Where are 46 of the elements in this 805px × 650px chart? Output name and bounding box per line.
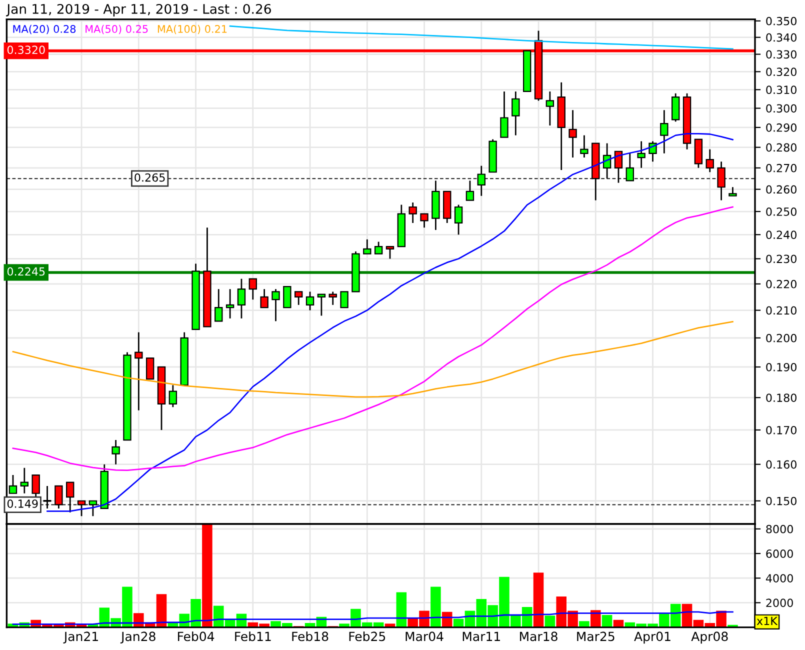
x-tick-label: Mar04 [406, 632, 444, 642]
ref-line-label: 0.3320 [7, 46, 45, 54]
ref-line-label: 0.265 [134, 173, 165, 182]
y-tick-label: 0.230 [766, 254, 796, 264]
y-tick-label: 0.270 [766, 164, 796, 172]
y-tick-label: 0.220 [766, 280, 796, 288]
y-tick-label: 0.340 [766, 33, 796, 42]
y-tick-label: 0.250 [766, 207, 796, 216]
x-tick-label: Jan28 [120, 632, 156, 644]
y-tick-label: 0.190 [766, 362, 796, 372]
y-tick-label: 0.240 [766, 230, 796, 240]
x-tick-label: Feb18 [292, 631, 328, 642]
y-tick-label: 2000 [766, 598, 793, 608]
x-tick-label: Apr01 [634, 632, 670, 644]
x-tick-label: Feb25 [349, 631, 386, 642]
ref-line-label: 0.149 [7, 499, 38, 508]
x-tick-label: Feb11 [235, 631, 271, 642]
text: MA(100) 0.21 [158, 24, 227, 34]
y-axis-title: x1K [756, 616, 778, 625]
x-tick-label: Feb04 [178, 631, 214, 642]
y-tick-label: 0.180 [766, 394, 796, 402]
y-tick-label: 0.300 [766, 104, 796, 113]
y-tick-label: 4000 [766, 574, 793, 582]
y-tick-label: 0.350 [766, 16, 796, 26]
y-tick-label: 6000 [766, 549, 793, 558]
y-tick-label: 0.260 [766, 185, 796, 194]
text: MA(20) 0.28 [13, 24, 76, 34]
y-tick-label: 0.280 [766, 143, 796, 152]
chart-title: Jan 11, 2019 - Apr 11, 2019 - Last : 0.26 [6, 4, 271, 16]
y-tick-label: 8000 [766, 524, 793, 534]
y-tick-label: 0.310 [766, 86, 796, 94]
y-tick-label: 0.160 [766, 460, 796, 469]
y-tick-label: 0.320 [766, 68, 796, 76]
y-tick-label: 0.210 [766, 306, 796, 315]
x-tick-label: Mar18 [520, 632, 558, 642]
x-tick-label: Jan21 [63, 632, 98, 644]
ref-line-label: 0.2245 [7, 267, 45, 276]
x-tick-label: Apr08 [691, 632, 728, 644]
y-tick-label: 0.290 [766, 123, 796, 132]
y-tick-label: 0.200 [766, 334, 796, 342]
text: MA(50) 0.25 [86, 24, 148, 34]
y-tick-label: 0.150 [766, 496, 796, 506]
y-tick-label: 0.170 [766, 426, 796, 434]
y-tick-label: 0.330 [766, 50, 796, 59]
x-tick-label: Mar25 [577, 632, 614, 642]
x-tick-label: Mar11 [462, 632, 500, 642]
